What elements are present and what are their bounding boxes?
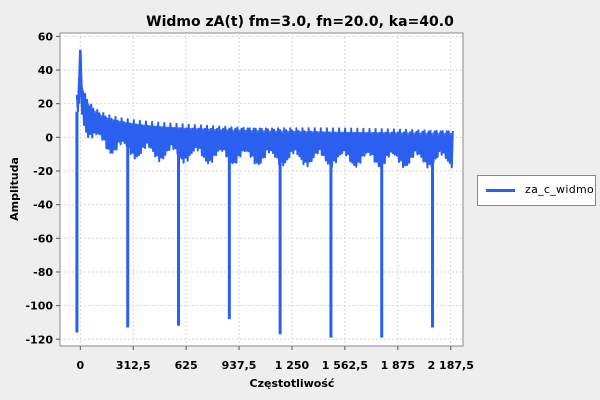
legend-swatch (486, 189, 515, 192)
legend: za_c_widmo (477, 175, 596, 206)
x-tick-label: 1 250 (275, 359, 310, 372)
plot-area (60, 33, 463, 346)
y-axis: 60 40 20 0 -20 -40 -60 -80 -100 -120 (25, 30, 60, 346)
y-tick-label: 40 (38, 64, 54, 77)
x-tick-label: 312,5 (116, 359, 151, 372)
y-tick-label: 60 (38, 30, 54, 43)
series-peak (79, 50, 82, 104)
x-axis-title: Częstotliwość (250, 377, 335, 390)
y-tick-label: 20 (38, 98, 54, 111)
x-tick-label: 1 875 (381, 359, 415, 372)
x-tick-label: 937,5 (222, 359, 257, 372)
y-tick-label: -100 (25, 300, 53, 313)
x-tick-label: 2 187,5 (428, 359, 474, 372)
y-tick-label: -40 (33, 199, 53, 212)
y-tick-label: -120 (25, 333, 53, 346)
x-tick-label: 1 562,5 (322, 359, 368, 372)
y-tick-label: -80 (33, 266, 53, 279)
y-tick-label: -20 (33, 165, 53, 178)
x-tick-label: 0 (76, 359, 84, 372)
x-tick-label: 625 (175, 359, 198, 372)
y-tick-label: 0 (45, 131, 53, 144)
legend-label: za_c_widmo (525, 183, 594, 196)
y-tick-label: -60 (33, 232, 53, 245)
y-axis-title: Amplituda (8, 157, 21, 221)
chart-title: Widmo zA(t) fm=3.0, fn=20.0, ka=40.0 (146, 14, 454, 30)
x-axis: 0 312,5 625 937,5 1 250 1 562,5 1 875 2 187,5 (76, 346, 473, 372)
